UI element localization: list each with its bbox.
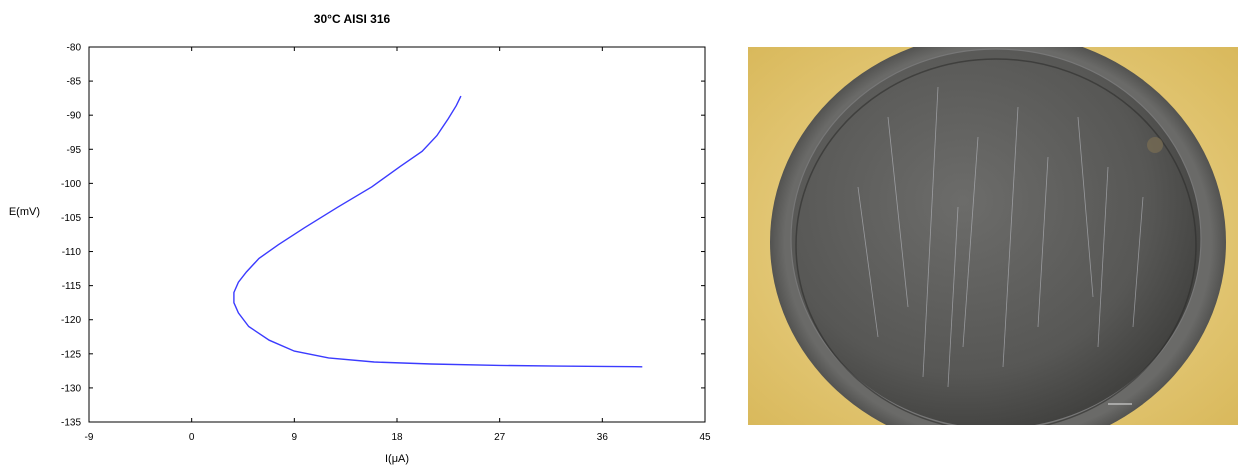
x-tick-label: 18 bbox=[391, 432, 403, 443]
x-tick-label: 45 bbox=[699, 432, 711, 443]
polarization-chart: 30°C AISI 316 -80 -85 -90 -95 -100 -105 -110 -1… bbox=[9, 12, 711, 465]
surface-scratches bbox=[857, 86, 1144, 388]
y-tick-label: -90 bbox=[67, 111, 82, 122]
specimen-image bbox=[748, 47, 1238, 425]
surface-spot bbox=[1147, 137, 1163, 153]
x-tick-label: 36 bbox=[597, 432, 609, 443]
y-tick-label: -115 bbox=[62, 281, 82, 292]
series-line bbox=[233, 95, 643, 368]
x-tick-label: 27 bbox=[494, 432, 506, 443]
x-tick-label: -9 bbox=[85, 432, 94, 443]
y-tick-label: -130 bbox=[61, 383, 81, 394]
specimen-disc bbox=[790, 48, 1202, 425]
x-axis-label: I(μA) bbox=[385, 453, 409, 465]
y-tick-label: -105 bbox=[61, 213, 81, 224]
y-axis-label: E(mV) bbox=[9, 206, 40, 218]
chart-title: 30°C AISI 316 bbox=[314, 12, 391, 26]
x-axis: -9 0 9 18 27 36 45 bbox=[85, 47, 711, 443]
y-tick-label: -110 bbox=[62, 247, 82, 258]
y-tick-label: -100 bbox=[61, 179, 81, 190]
chart-svg: 30°C AISI 316 -80-85-90-95-100-105-110-1… bbox=[9, 12, 711, 465]
y-axis: -80 -85 -90 -95 -100 -105 -110 -115 -120 -125 -130… bbox=[61, 43, 705, 429]
specimen-photo bbox=[748, 47, 1238, 425]
specimen-edge-ring bbox=[795, 58, 1197, 425]
x-tick-label: 9 bbox=[292, 432, 298, 443]
y-tick-label: -85 bbox=[67, 77, 82, 88]
y-tick-label: -135 bbox=[61, 418, 81, 429]
y-tick-label: -120 bbox=[61, 315, 81, 326]
y-tick-label: -95 bbox=[67, 145, 82, 156]
y-tick-label: -125 bbox=[61, 349, 81, 360]
x-tick-label: 0 bbox=[189, 432, 195, 443]
y-tick-label: -80 bbox=[67, 43, 82, 54]
plot-frame bbox=[88, 46, 706, 423]
